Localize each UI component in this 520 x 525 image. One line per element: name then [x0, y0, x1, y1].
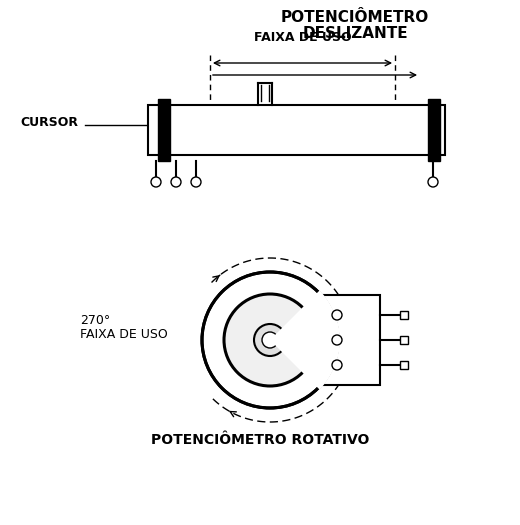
- Circle shape: [254, 324, 286, 356]
- Circle shape: [332, 360, 342, 370]
- Bar: [428, 99, 440, 161]
- Text: POTENCIÔMETRO: POTENCIÔMETRO: [281, 10, 429, 25]
- Bar: [158, 99, 170, 161]
- Circle shape: [191, 177, 201, 187]
- Text: FAIXA DE USO: FAIXA DE USO: [80, 329, 168, 341]
- Circle shape: [202, 272, 338, 408]
- Circle shape: [171, 177, 181, 187]
- Circle shape: [262, 332, 278, 348]
- Bar: [400, 361, 408, 369]
- Bar: [148, 105, 445, 155]
- Circle shape: [151, 177, 161, 187]
- Circle shape: [332, 335, 342, 345]
- Bar: [323, 295, 380, 385]
- Text: 270°: 270°: [80, 313, 110, 327]
- Circle shape: [428, 177, 438, 187]
- Bar: [400, 336, 408, 344]
- Bar: [428, 99, 440, 161]
- Circle shape: [224, 294, 316, 386]
- Text: POTENCIÔMETRO ROTATIVO: POTENCIÔMETRO ROTATIVO: [151, 433, 369, 447]
- Text: FAIXA DE USO: FAIXA DE USO: [254, 31, 352, 44]
- Text: DESLIZANTE: DESLIZANTE: [302, 26, 408, 41]
- Bar: [158, 99, 170, 161]
- Bar: [400, 311, 408, 319]
- Circle shape: [332, 310, 342, 320]
- Text: CURSOR: CURSOR: [20, 117, 78, 130]
- Polygon shape: [270, 290, 340, 390]
